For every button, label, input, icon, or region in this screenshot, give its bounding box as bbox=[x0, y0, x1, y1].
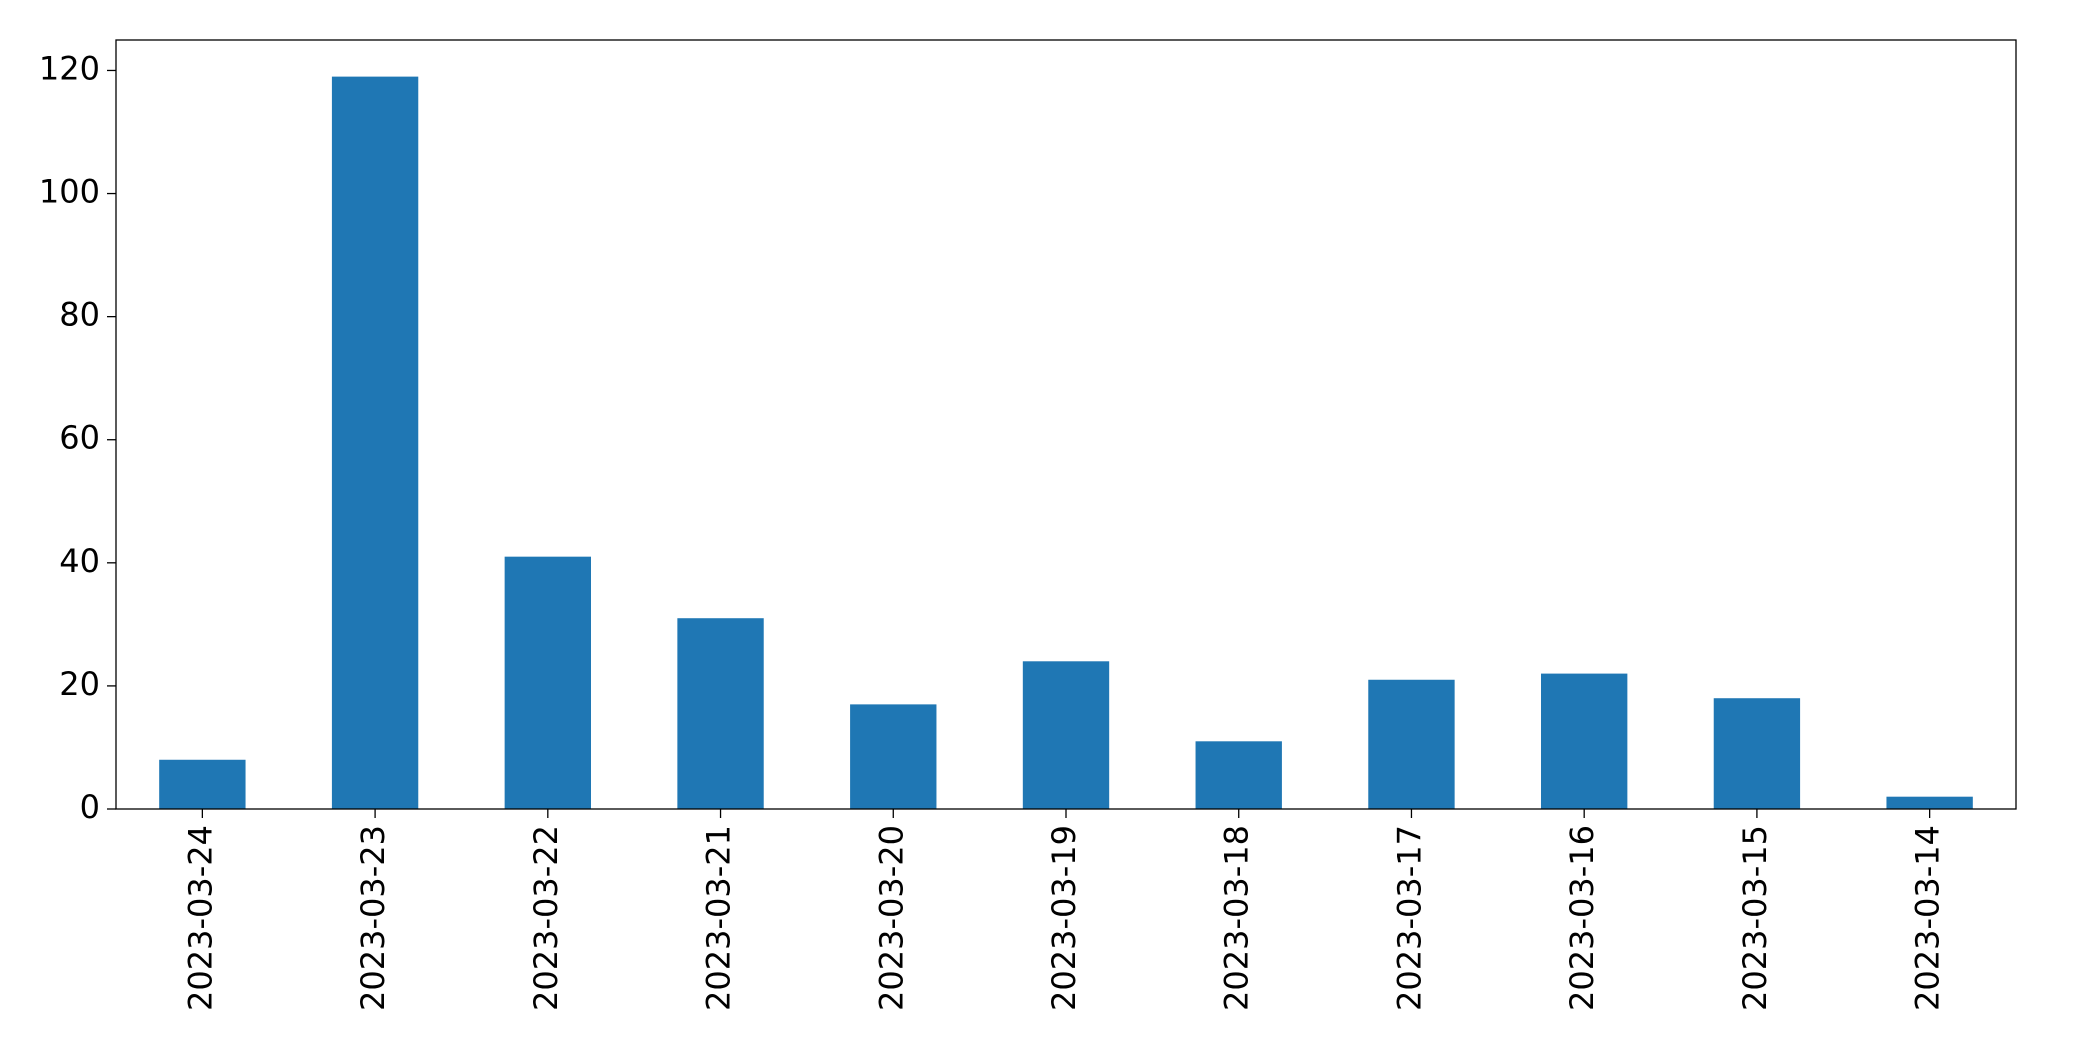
plot-frame bbox=[115, 39, 2017, 810]
bar bbox=[1886, 796, 1973, 809]
bar bbox=[1368, 679, 1455, 809]
bar bbox=[1195, 741, 1282, 809]
y-tick-label: 100 bbox=[39, 173, 100, 211]
y-tick-label: 20 bbox=[59, 665, 100, 703]
x-tick-label: 2023-03-23 bbox=[354, 825, 392, 1011]
bar bbox=[1541, 673, 1628, 809]
bar bbox=[677, 618, 764, 809]
x-tick-label: 2023-03-21 bbox=[700, 825, 738, 1011]
x-tick-label: 2023-03-15 bbox=[1736, 825, 1774, 1011]
x-tick-label: 2023-03-17 bbox=[1390, 825, 1428, 1011]
x-tick-label: 2023-03-24 bbox=[181, 825, 219, 1011]
x-tick-label: 2023-03-16 bbox=[1563, 825, 1601, 1011]
bar bbox=[331, 76, 419, 810]
x-tick-label: 2023-03-14 bbox=[1909, 825, 1947, 1011]
bar bbox=[1713, 698, 1801, 809]
bar bbox=[850, 704, 937, 809]
y-tick-label: 0 bbox=[80, 788, 100, 826]
y-tick-label: 80 bbox=[59, 296, 100, 334]
bar bbox=[504, 556, 591, 809]
x-tick-label: 2023-03-19 bbox=[1045, 825, 1083, 1011]
y-tick-label: 120 bbox=[39, 49, 100, 87]
bar bbox=[1022, 661, 1110, 809]
y-tick-label: 40 bbox=[59, 542, 100, 580]
x-tick-label: 2023-03-22 bbox=[527, 825, 565, 1011]
x-tick-label: 2023-03-18 bbox=[1218, 825, 1256, 1011]
y-tick-label: 60 bbox=[59, 419, 100, 457]
bar bbox=[159, 759, 246, 809]
x-tick-label: 2023-03-20 bbox=[872, 825, 910, 1011]
